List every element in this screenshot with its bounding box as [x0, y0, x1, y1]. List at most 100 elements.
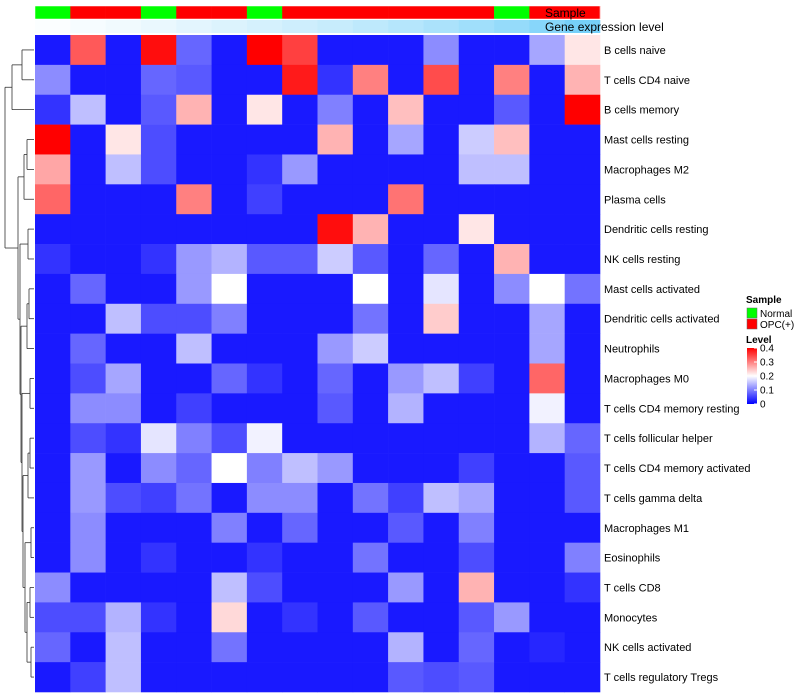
- heatmap-cell: [458, 393, 495, 424]
- sample-cell-5: [211, 6, 248, 19]
- heatmap-cell: [529, 124, 565, 155]
- heatmap-cell: [317, 273, 354, 305]
- heatmap-cell: [494, 453, 530, 484]
- heatmap-cell: [317, 35, 354, 66]
- heatmap-cell: [246, 423, 283, 454]
- heatmap-cell: [529, 363, 565, 394]
- heatmap-cell: [35, 273, 71, 305]
- heatmap-cell: [140, 363, 177, 394]
- heatmap-cell: [494, 512, 530, 543]
- sample-cell-1: [70, 6, 106, 19]
- sample-cell-10: [388, 6, 424, 19]
- heatmap-cell: [105, 333, 142, 364]
- expression-cell-12: [458, 20, 495, 33]
- row-label: T cells regulatory Tregs: [604, 672, 719, 684]
- heatmap-cell: [70, 124, 106, 155]
- heatmap-cell: [423, 303, 460, 334]
- heatmap-cell: [282, 393, 318, 424]
- heatmap-cell: [352, 363, 389, 394]
- heatmap-cell: [423, 64, 460, 96]
- heatmap-cell: [388, 154, 424, 185]
- heatmap-cell: [529, 184, 565, 215]
- expression-annotation-bar: [35, 20, 601, 33]
- heatmap-cell: [176, 303, 212, 334]
- row-label: T cells CD4 memory resting: [604, 403, 740, 415]
- heatmap-cell: [246, 333, 283, 364]
- heatmap-cell: [352, 303, 389, 334]
- heatmap-cell: [211, 602, 248, 633]
- heatmap-cell: [352, 602, 389, 633]
- heatmap-cell: [494, 273, 530, 305]
- heatmap-cell: [458, 303, 495, 334]
- heatmap-cell: [282, 214, 318, 245]
- sample-cell-3: [140, 6, 177, 19]
- heatmap-cell: [423, 512, 460, 543]
- row-label: Neutrophils: [604, 344, 660, 356]
- heatmap-cell: [140, 244, 177, 275]
- heatmap-cell: [176, 542, 212, 573]
- heatmap-cell: [140, 94, 177, 125]
- heatmap-cell: [494, 632, 530, 663]
- heatmap-cell: [352, 154, 389, 185]
- heatmap-cell: [35, 632, 71, 663]
- heatmap-cell: [282, 542, 318, 573]
- sample-cell-12: [458, 6, 495, 19]
- heatmap-cell: [564, 94, 601, 125]
- heatmap-cell: [140, 602, 177, 633]
- heatmap-cell: [105, 632, 142, 663]
- heatmap-cell: [352, 273, 389, 305]
- expression-cell-2: [105, 20, 142, 33]
- heatmap-cell: [140, 303, 177, 334]
- heatmap-cell: [70, 303, 106, 334]
- heatmap-cell: [317, 333, 354, 364]
- expression-annotation-label: Gene expression level: [545, 20, 664, 34]
- heatmap-cell: [564, 333, 601, 364]
- heatmap-cell: [388, 94, 424, 125]
- expression-cell-3: [140, 20, 177, 33]
- heatmap-cell: [70, 333, 106, 364]
- heatmap-cell: [140, 512, 177, 543]
- row-label: Plasma cells: [604, 194, 666, 206]
- level-tick-label: 0.4: [760, 344, 774, 355]
- heatmap-cell: [282, 482, 318, 514]
- heatmap-cell: [140, 154, 177, 185]
- heatmap-cell: [352, 333, 389, 364]
- heatmap-cell: [105, 64, 142, 96]
- heatmap-cell: [564, 423, 601, 454]
- heatmap-cell: [388, 35, 424, 66]
- heatmap-cell: [35, 542, 71, 573]
- heatmap-cell: [282, 244, 318, 275]
- heatmap-cell: [317, 453, 354, 484]
- heatmap-cell: [423, 632, 460, 663]
- heatmap-cell: [388, 542, 424, 573]
- heatmap-cell: [35, 214, 71, 245]
- heatmap-cell: [352, 453, 389, 484]
- heatmap-cell: [564, 482, 601, 514]
- heatmap-cell: [564, 363, 601, 394]
- sample-annotation-label: Sample: [545, 6, 586, 20]
- heatmap-cell: [352, 94, 389, 125]
- sample-bar-outline: [34, 5, 601, 20]
- heatmap-cell: [423, 363, 460, 394]
- heatmap-cell: [70, 572, 106, 603]
- heatmap-cell: [529, 64, 565, 96]
- heatmap-cell: [105, 273, 142, 305]
- heatmap-cell: [176, 632, 212, 663]
- heatmap-cell: [317, 154, 354, 185]
- heatmap-cell: [140, 333, 177, 364]
- row-label: Macrophages M2: [604, 164, 689, 176]
- heatmap-cell: [458, 453, 495, 484]
- heatmap-cell: [211, 363, 248, 394]
- heatmap-cell: [388, 124, 424, 155]
- expression-cell-0: [35, 20, 71, 33]
- heatmap-cell: [458, 154, 495, 185]
- heatmap-cell: [317, 303, 354, 334]
- heatmap-cell: [317, 244, 354, 275]
- heatmap-cell: [564, 572, 601, 603]
- heatmap-cell: [564, 303, 601, 334]
- heatmap-cell: [211, 512, 248, 543]
- row-label: T cells gamma delta: [604, 493, 703, 505]
- heatmap-cell: [423, 154, 460, 185]
- heatmap-cell: [70, 453, 106, 484]
- heatmap-cell: [35, 572, 71, 603]
